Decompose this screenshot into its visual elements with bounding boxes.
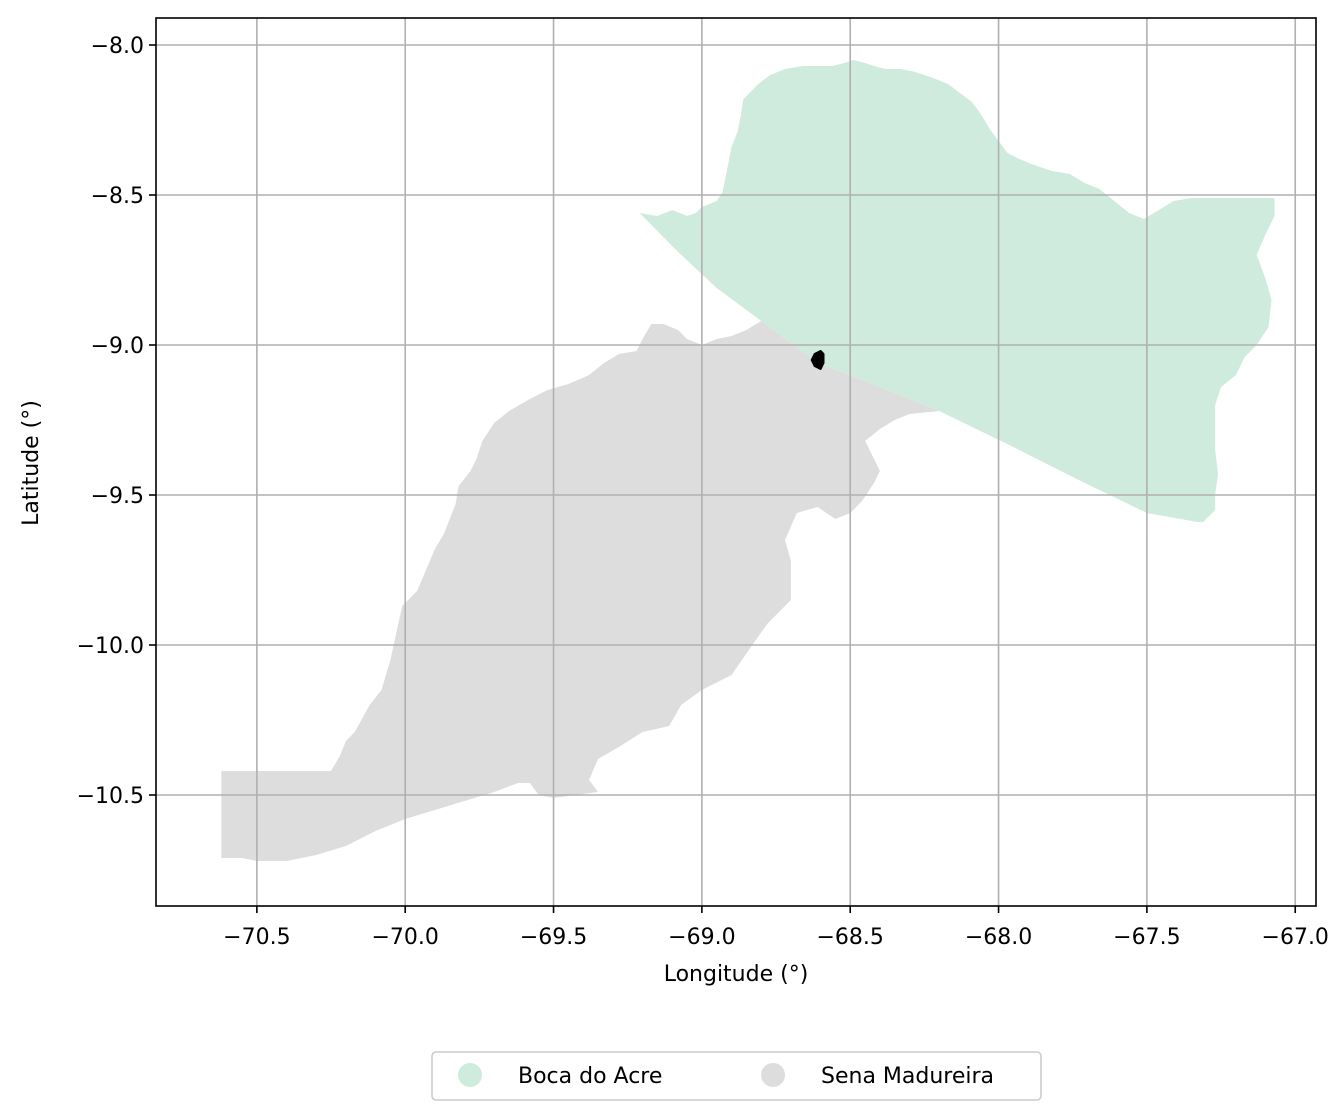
y-tick-label: −8.5 xyxy=(91,184,144,209)
x-tick-label: −67.5 xyxy=(1113,925,1180,950)
x-tick-label: −68.0 xyxy=(965,925,1032,950)
x-tick-label: −69.0 xyxy=(668,925,735,950)
region-layer xyxy=(221,60,1275,861)
region-sena-madureira xyxy=(221,321,940,861)
y-tick-label: −9.0 xyxy=(91,334,144,359)
x-axis-title: Longitude (°) xyxy=(664,962,809,987)
legend: Boca do Acre Sena Madureira xyxy=(431,1051,1042,1101)
region-boca-do-acre xyxy=(639,60,1275,522)
highlight-area-2 xyxy=(810,350,825,370)
x-tick-label: −67.0 xyxy=(1262,925,1329,950)
x-tick-label: −70.5 xyxy=(223,925,290,950)
y-tick-label: −10.0 xyxy=(77,634,144,659)
y-axis-ticks: −8.0 −8.5 −9.0 −9.5 −10.0 −10.5 xyxy=(77,34,156,809)
x-axis-ticks: −70.5 −70.0 −69.5 −69.0 −68.5 −68.0 −67.5 −67.0 xyxy=(223,906,1329,950)
y-tick-label: −10.5 xyxy=(77,784,144,809)
x-tick-label: −69.5 xyxy=(520,925,587,950)
plot-frame xyxy=(155,17,1317,907)
legend-marker-sena-madureira xyxy=(761,1063,785,1087)
x-tick-label: −68.5 xyxy=(817,925,884,950)
legend-label-boca-do-acre: Boca do Acre xyxy=(518,1064,662,1089)
y-tick-label: −9.5 xyxy=(91,484,144,509)
x-tick-label: −70.0 xyxy=(371,925,438,950)
legend-frame xyxy=(431,1051,1042,1101)
legend-label-sena-madureira: Sena Madureira xyxy=(821,1064,994,1089)
y-tick-label: −8.0 xyxy=(91,34,144,59)
legend-marker-boca-do-acre xyxy=(458,1063,482,1087)
y-axis-title: Latitude (°) xyxy=(19,400,44,526)
grid-lines xyxy=(156,18,1316,906)
